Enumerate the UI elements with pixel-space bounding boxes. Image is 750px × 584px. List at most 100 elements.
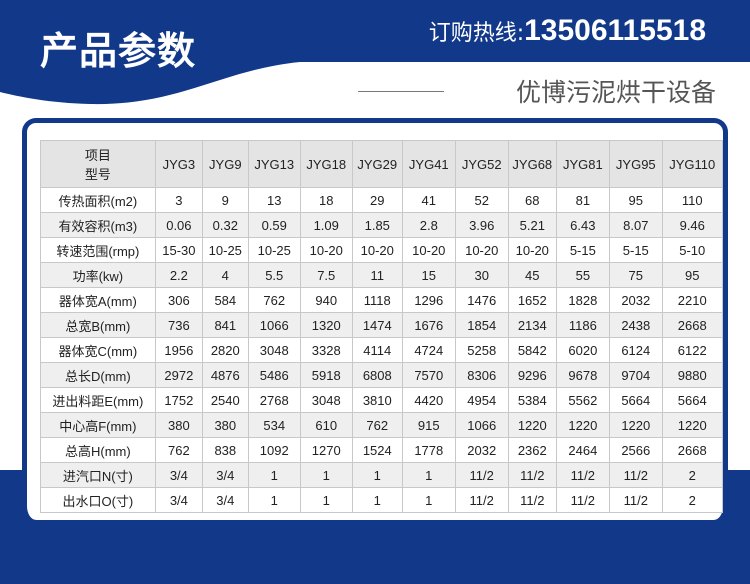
table-cell: 11/2 (454, 462, 509, 488)
table-cell: 3/4 (154, 487, 204, 513)
table-cell: 380 (202, 412, 249, 438)
table-cell: 1320 (299, 312, 353, 338)
table-cell: 534 (247, 412, 301, 438)
table-row: 总高H(mm) 762 838 1092 1270 1524 1778 2032 2362 246… (40, 437, 724, 463)
table-cell: 1220 (555, 412, 611, 438)
table-cell: 584 (202, 287, 249, 313)
table-cell: 838 (202, 437, 249, 463)
table-cell: 306 (154, 287, 204, 313)
model-header: JYG95 (609, 140, 663, 188)
table-cell: 6122 (661, 337, 724, 363)
table-cell: 3/4 (202, 462, 249, 488)
table-cell: 2210 (661, 287, 724, 313)
row-label: 出水口O(寸) (40, 487, 156, 513)
row-label: 总高H(mm) (40, 437, 156, 463)
table-cell: 9704 (609, 362, 663, 388)
table-cell: 10-20 (299, 237, 353, 263)
table-cell: 10-20 (402, 237, 456, 263)
table-cell: 0.59 (247, 212, 301, 238)
table-cell: 1474 (351, 312, 404, 338)
corner-header: 项目 型号 (40, 140, 156, 188)
table-cell: 5.5 (247, 262, 301, 288)
table-cell: 5258 (454, 337, 509, 363)
table-cell: 8306 (454, 362, 509, 388)
table-cell: 95 (661, 262, 724, 288)
table-cell: 610 (299, 412, 353, 438)
table-cell: 4 (202, 262, 249, 288)
table-row: 中心高F(mm) 380 380 534 610 762 915 1066 1220 1220 12… (40, 412, 724, 438)
table-cell: 3.96 (454, 212, 509, 238)
page-title: 产品参数 (40, 29, 197, 73)
table-cell: 2768 (247, 387, 301, 413)
table-cell: 5918 (299, 362, 353, 388)
table-cell: 5-15 (555, 237, 611, 263)
table-cell: 11/2 (555, 462, 611, 488)
table-cell: 2668 (661, 312, 724, 338)
table-cell: 5.21 (507, 212, 557, 238)
table-cell: 1270 (299, 437, 353, 463)
table-cell: 4724 (402, 337, 456, 363)
table-cell: 10-20 (454, 237, 509, 263)
table-row: 功率(kw) 2.2 4 5.5 7.5 11 15 30 45 55 75 95 (40, 262, 724, 288)
table-cell: 762 (351, 412, 404, 438)
table-cell: 1854 (454, 312, 509, 338)
table-cell: 2134 (507, 312, 557, 338)
model-header: JYG29 (351, 140, 404, 188)
hotline-label: 订购热线: (428, 21, 525, 46)
table-cell: 110 (661, 187, 724, 213)
table-row: 进汽口N(寸) 3/4 3/4 1 1 1 1 11/2 11/2 11/2 11/2 2 (40, 462, 724, 488)
table-header-row: 项目 型号 JYG3 JYG9 JYG13 JYG18 JYG29 JYG41 JYG52 JY… (40, 140, 724, 188)
table-cell: 3/4 (154, 462, 204, 488)
table-cell: 1778 (402, 437, 456, 463)
table-cell: 841 (202, 312, 249, 338)
spec-table: 项目 型号 JYG3 JYG9 JYG13 JYG18 JYG29 JYG41 JYG52 JY… (40, 140, 724, 513)
table-cell: 3048 (247, 337, 301, 363)
table-cell: 1220 (661, 412, 724, 438)
table-cell: 1066 (454, 412, 509, 438)
table-cell: 29 (351, 187, 404, 213)
table-cell: 1186 (555, 312, 611, 338)
table-cell: 1220 (609, 412, 663, 438)
table-cell: 68 (507, 187, 557, 213)
table-cell: 11/2 (609, 462, 663, 488)
table-cell: 1956 (154, 337, 204, 363)
table-cell: 1296 (402, 287, 456, 313)
table-cell: 1476 (454, 287, 509, 313)
table-cell: 3810 (351, 387, 404, 413)
table-cell: 2464 (555, 437, 611, 463)
model-header: JYG41 (402, 140, 456, 188)
table-cell: 10-25 (202, 237, 249, 263)
table-cell: 2032 (454, 437, 509, 463)
model-header: JYG52 (454, 140, 509, 188)
table-cell: 4876 (202, 362, 249, 388)
row-label: 传热面积(m2) (40, 187, 156, 213)
row-label: 功率(kw) (40, 262, 156, 288)
table-cell: 1220 (507, 412, 557, 438)
table-cell: 2362 (507, 437, 557, 463)
table-cell: 7.5 (299, 262, 353, 288)
table-cell: 11/2 (609, 487, 663, 513)
subtitle: 优博污泥烘干设备 (515, 78, 716, 107)
table-cell: 1 (402, 462, 456, 488)
table-cell: 762 (154, 437, 204, 463)
model-header: JYG9 (202, 140, 249, 188)
table-row: 转速范围(rmp) 15-30 10-25 10-25 10-20 10-20 10-20 1… (40, 237, 724, 263)
table-cell: 10-20 (351, 237, 404, 263)
table-cell: 7570 (402, 362, 456, 388)
model-header: JYG18 (299, 140, 353, 188)
table-cell: 9296 (507, 362, 557, 388)
table-row: 出水口O(寸) 3/4 3/4 1 1 1 1 11/2 11/2 11/2 11/2 2 (40, 487, 724, 513)
table-cell: 1 (351, 462, 404, 488)
table-cell: 3 (154, 187, 204, 213)
table-cell: 2.2 (154, 262, 204, 288)
table-cell: 6.43 (555, 212, 611, 238)
table-cell: 9678 (555, 362, 611, 388)
model-header: JYG68 (507, 140, 557, 188)
table-cell: 1 (299, 462, 353, 488)
table-cell: 30 (454, 262, 509, 288)
table-cell: 1.09 (299, 212, 353, 238)
table-cell: 3328 (299, 337, 353, 363)
divider (358, 91, 444, 92)
model-header: JYG13 (247, 140, 301, 188)
table-cell: 81 (555, 187, 611, 213)
